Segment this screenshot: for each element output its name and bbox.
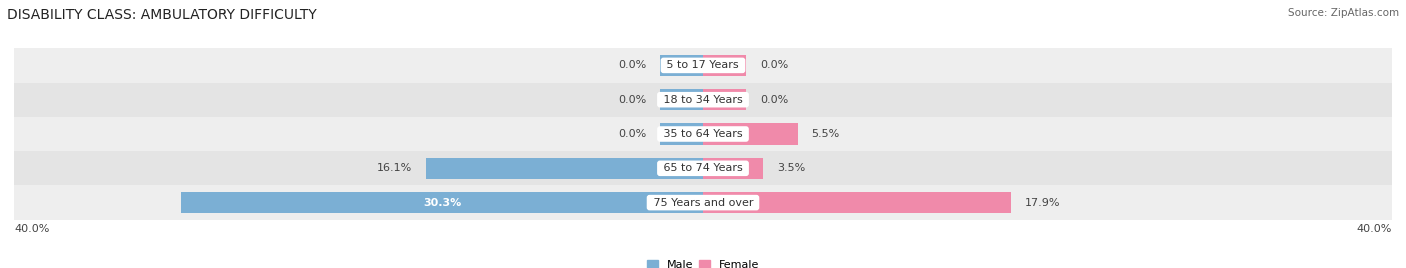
Bar [14,48,1392,83]
Text: 17.9%: 17.9% [1025,198,1060,208]
Bar [14,185,1392,220]
Bar [14,151,1392,185]
Text: 3.5%: 3.5% [778,163,806,173]
Text: 0.0%: 0.0% [617,95,647,105]
Bar [703,158,763,179]
Bar [659,89,703,110]
Text: 0.0%: 0.0% [759,95,789,105]
Legend: Male, Female: Male, Female [643,255,763,268]
Text: 0.0%: 0.0% [617,129,647,139]
Bar [181,192,703,213]
Text: DISABILITY CLASS: AMBULATORY DIFFICULTY: DISABILITY CLASS: AMBULATORY DIFFICULTY [7,8,316,22]
Text: 75 Years and over: 75 Years and over [650,198,756,208]
Text: 40.0%: 40.0% [14,224,49,234]
Text: 65 to 74 Years: 65 to 74 Years [659,163,747,173]
Bar [703,89,747,110]
Bar [703,192,1011,213]
Bar [14,83,1392,117]
Text: 18 to 34 Years: 18 to 34 Years [659,95,747,105]
Text: 0.0%: 0.0% [617,60,647,70]
Text: 35 to 64 Years: 35 to 64 Years [659,129,747,139]
Bar [703,123,797,145]
Bar [659,55,703,76]
Text: 30.3%: 30.3% [423,198,461,208]
Text: 40.0%: 40.0% [1357,224,1392,234]
Text: 5 to 17 Years: 5 to 17 Years [664,60,742,70]
Bar [426,158,703,179]
Bar [659,123,703,145]
Bar [14,117,1392,151]
Text: 5.5%: 5.5% [811,129,839,139]
Text: Source: ZipAtlas.com: Source: ZipAtlas.com [1288,8,1399,18]
Bar [703,55,747,76]
Text: 0.0%: 0.0% [759,60,789,70]
Text: 16.1%: 16.1% [377,163,412,173]
